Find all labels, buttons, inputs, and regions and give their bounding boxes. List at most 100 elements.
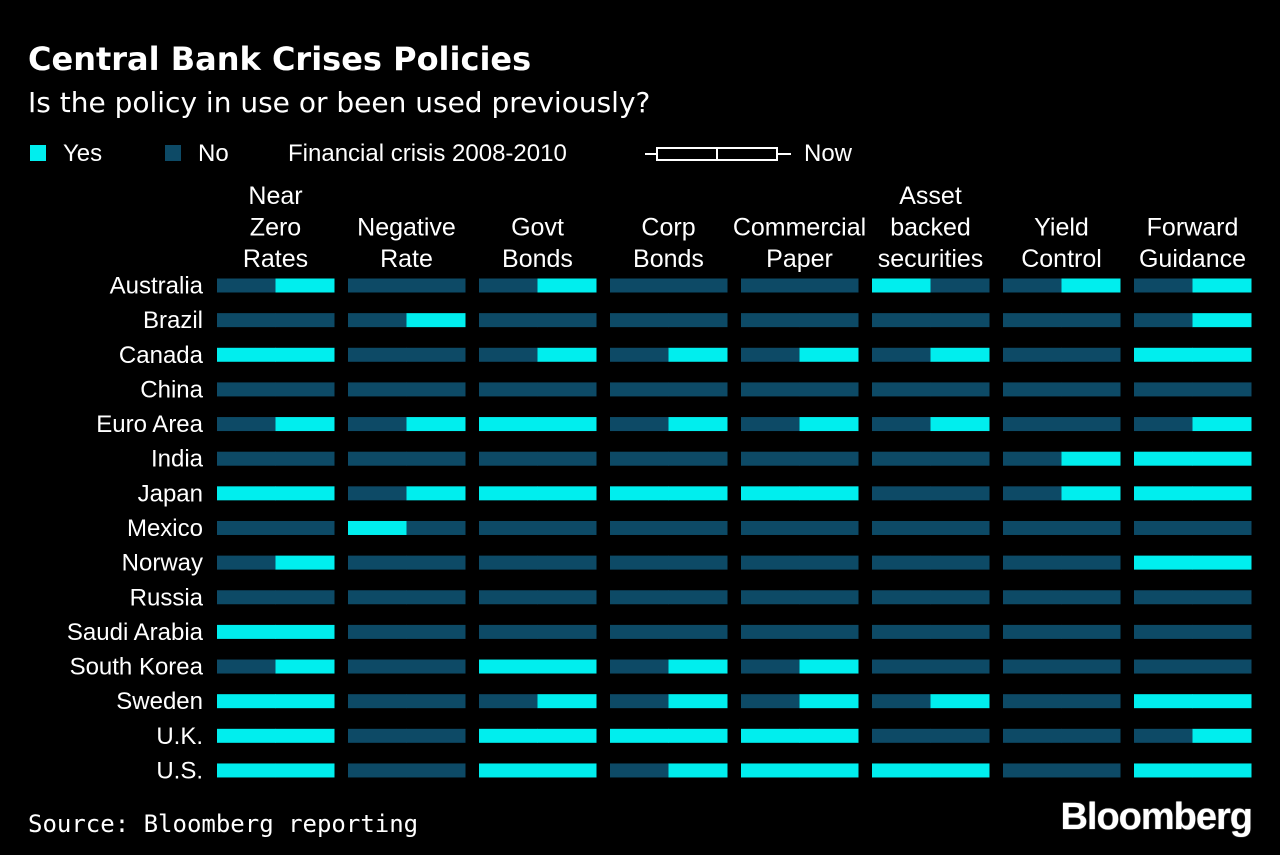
cell-fg-now — [1192, 659, 1252, 674]
cell-near_zero-crisis — [217, 520, 276, 535]
cell-corp-crisis — [610, 278, 669, 293]
cell-abs-now — [930, 417, 990, 432]
cell-negative-now — [406, 624, 466, 639]
cell-corp-now — [668, 763, 728, 778]
cell-abs-now — [930, 313, 990, 328]
cell-fg-now — [1192, 382, 1252, 397]
row-label: Brazil — [143, 307, 203, 334]
cell-near_zero-crisis — [217, 417, 276, 432]
cell-cp-crisis — [741, 659, 800, 674]
cell-abs-now — [930, 763, 990, 778]
cell-near_zero-now — [275, 520, 335, 535]
cell-negative-now — [406, 313, 466, 328]
cell-ycc-now — [1061, 624, 1121, 639]
cell-negative-crisis — [348, 313, 407, 328]
cell-abs-now — [930, 659, 990, 674]
cell-ycc-crisis — [1003, 659, 1062, 674]
cell-near_zero-crisis — [217, 590, 276, 605]
cell-corp-crisis — [610, 417, 669, 432]
cell-fg-now — [1192, 763, 1252, 778]
row-label: U.S. — [156, 757, 203, 784]
cell-cp-crisis — [741, 347, 800, 362]
column-header-near_zero: Near — [248, 182, 302, 210]
cell-abs-now — [930, 347, 990, 362]
cell-fg-crisis — [1134, 486, 1193, 501]
cell-corp-now — [668, 451, 728, 466]
legend-yes-label: Yes — [63, 140, 103, 167]
column-header-near_zero: Zero — [250, 214, 301, 242]
cell-cp-crisis — [741, 278, 800, 293]
cell-govt-now — [537, 763, 597, 778]
cell-negative-now — [406, 728, 466, 743]
cell-cp-crisis — [741, 624, 800, 639]
cell-abs-now — [930, 555, 990, 570]
cell-ycc-crisis — [1003, 590, 1062, 605]
cell-govt-now — [537, 590, 597, 605]
cell-ycc-now — [1061, 728, 1121, 743]
column-header-corp: Corp — [641, 214, 695, 242]
cell-ycc-crisis — [1003, 347, 1062, 362]
cell-corp-now — [668, 694, 728, 709]
cell-fg-now — [1192, 590, 1252, 605]
cell-negative-crisis — [348, 694, 407, 709]
column-header-fg: Forward — [1147, 214, 1239, 242]
cell-ycc-now — [1061, 451, 1121, 466]
cell-near_zero-now — [275, 313, 335, 328]
cell-fg-now — [1192, 555, 1252, 570]
cell-negative-crisis — [348, 590, 407, 605]
cell-abs-now — [930, 486, 990, 501]
row-label: Sweden — [116, 688, 203, 715]
cell-near_zero-now — [275, 728, 335, 743]
cell-govt-now — [537, 659, 597, 674]
cell-corp-now — [668, 486, 728, 501]
bloomberg-logo: Bloomberg — [1060, 796, 1253, 838]
cell-govt-crisis — [479, 555, 538, 570]
cell-fg-now — [1192, 624, 1252, 639]
cell-abs-now — [930, 520, 990, 535]
column-header-corp: Bonds — [633, 245, 704, 273]
cell-fg-crisis — [1134, 278, 1193, 293]
cell-govt-crisis — [479, 382, 538, 397]
cell-fg-now — [1192, 451, 1252, 466]
cell-cp-now — [799, 347, 859, 362]
column-header-near_zero: Rates — [243, 245, 308, 273]
cell-fg-crisis — [1134, 659, 1193, 674]
cell-near_zero-crisis — [217, 555, 276, 570]
cell-cp-crisis — [741, 313, 800, 328]
row-label: Australia — [110, 273, 204, 300]
cell-negative-crisis — [348, 659, 407, 674]
cell-cp-now — [799, 728, 859, 743]
cell-fg-now — [1192, 347, 1252, 362]
row-label: Saudi Arabia — [67, 619, 204, 646]
cell-fg-now — [1192, 486, 1252, 501]
column-header-govt: Govt — [511, 214, 564, 242]
cell-fg-now — [1192, 728, 1252, 743]
cell-govt-crisis — [479, 590, 538, 605]
cell-negative-now — [406, 451, 466, 466]
cell-corp-now — [668, 728, 728, 743]
cell-near_zero-now — [275, 555, 335, 570]
cell-corp-crisis — [610, 624, 669, 639]
column-header-ycc: Yield — [1034, 214, 1089, 242]
cell-govt-crisis — [479, 313, 538, 328]
row-label: Canada — [119, 342, 204, 369]
cell-near_zero-now — [275, 417, 335, 432]
cell-cp-now — [799, 486, 859, 501]
cell-ycc-now — [1061, 382, 1121, 397]
cell-abs-crisis — [872, 313, 931, 328]
cell-ycc-now — [1061, 520, 1121, 535]
cell-negative-now — [406, 520, 466, 535]
legend-now-label: Now — [804, 140, 853, 167]
cell-fg-now — [1192, 313, 1252, 328]
row-label: Japan — [138, 480, 203, 507]
cell-govt-crisis — [479, 728, 538, 743]
cell-corp-crisis — [610, 313, 669, 328]
cell-corp-crisis — [610, 486, 669, 501]
cell-cp-crisis — [741, 417, 800, 432]
cell-corp-crisis — [610, 520, 669, 535]
cell-cp-crisis — [741, 590, 800, 605]
cell-govt-now — [537, 451, 597, 466]
cell-govt-crisis — [479, 659, 538, 674]
cell-corp-now — [668, 313, 728, 328]
